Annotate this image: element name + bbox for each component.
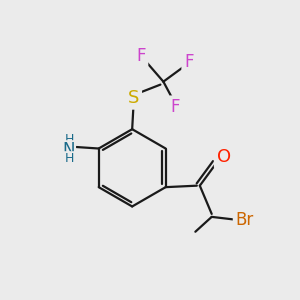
Text: H: H bbox=[64, 133, 74, 146]
Text: O: O bbox=[217, 148, 231, 166]
Text: Br: Br bbox=[235, 211, 254, 229]
Text: F: F bbox=[136, 47, 146, 65]
Text: F: F bbox=[170, 98, 180, 116]
Text: H: H bbox=[64, 152, 74, 165]
Text: F: F bbox=[184, 53, 194, 71]
Text: S: S bbox=[128, 89, 139, 107]
Text: N: N bbox=[63, 141, 75, 159]
